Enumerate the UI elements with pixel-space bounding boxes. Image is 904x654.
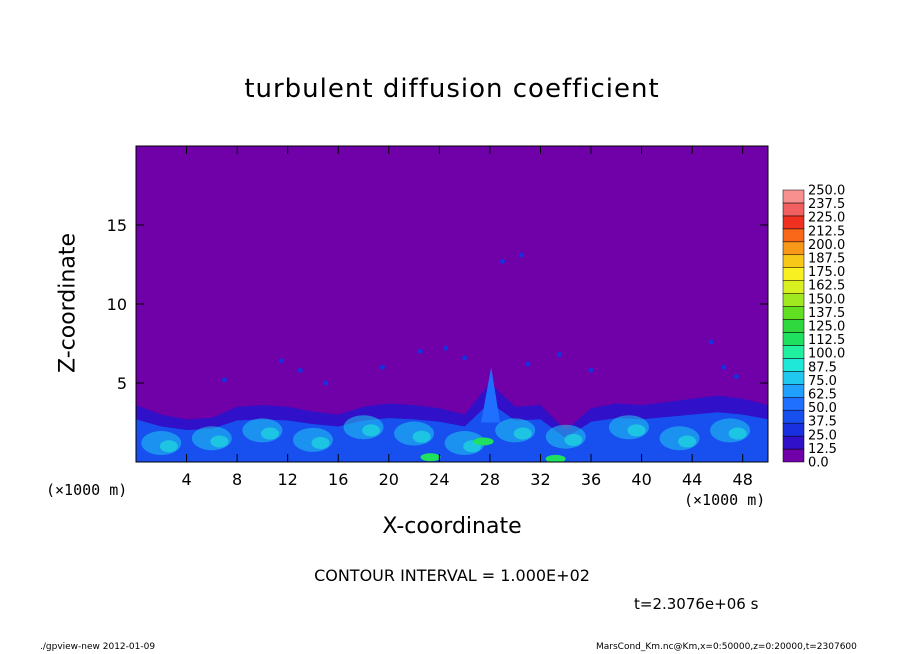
eddy-core-mark [728,427,747,440]
colorbar-label: 12.5 [808,442,837,457]
eddy-core-mark [159,440,178,453]
blob-mark [443,345,449,351]
colorbar-swatch [782,241,805,256]
x-tick-label: 8 [232,470,242,489]
eddy-core-mark [210,435,229,448]
colorbar-swatch [782,422,805,437]
x-tick-label: 32 [530,470,550,489]
colorbar-swatch [782,332,805,346]
y-tick-label: 5 [117,374,127,393]
blob-mark [297,367,303,373]
eddy-core-mark [412,430,431,443]
colorbar-swatch [782,371,805,385]
eddy-core-mark [564,433,583,446]
x-tick-label: 40 [631,470,651,489]
x-tick-label: 44 [682,470,702,489]
colorbar-swatch [782,396,805,411]
colorbar-swatch [782,254,805,268]
blob-mark [379,364,385,370]
blob-mark [417,348,423,354]
blob-mark [323,380,329,386]
colorbar-label: 212.5 [808,224,845,239]
x-tick-label: 12 [278,470,298,489]
colorbar-swatch [782,448,805,463]
x-tick-label: 20 [379,470,399,489]
plume-mark [481,367,501,423]
y-axis-unit: (×1000 m) [46,481,128,499]
blob-mark [556,352,562,358]
y-tick-label: 15 [107,216,127,235]
chart-title: turbulent diffusion coefficient [244,74,660,104]
colorbar-swatch [782,358,805,372]
eddy-core-mark [362,424,381,437]
blob-mark [462,355,468,361]
x-axis-unit: (×1000 m) [684,491,766,509]
eddy-core-mark [311,437,330,450]
colorbar-label: 75.0 [808,374,837,389]
colorbar-label: 62.5 [808,388,837,403]
blob-mark [588,367,594,373]
x-tick-label: 4 [181,470,191,489]
colorbar-swatch [782,345,805,359]
colorbar-label: 225.0 [808,211,845,226]
colorbar-label: 0.0 [808,456,829,471]
colorbar-label: 25.0 [808,428,837,443]
colorbar-swatch [782,189,805,204]
x-tick-label: 24 [429,470,449,489]
colorbar-swatch [782,384,805,398]
eddy-core-mark [627,424,646,437]
blob-mark [221,377,227,383]
high-value-patch [420,453,441,462]
x-tick-label: 48 [733,470,753,489]
colorbar-label: 125.0 [808,320,845,335]
colorbar-label: 100.0 [808,347,845,362]
y-axis-label: Z-coordinate [55,233,81,373]
blob-mark [721,364,727,370]
colorbar-label: 137.5 [808,306,845,321]
colorbar-label: 87.5 [808,360,837,375]
footer-right: MarsCond_Km.nc@Km,x=0:50000,z=0:20000,t=… [596,642,857,652]
x-tick-label: 36 [581,470,601,489]
blob-mark [525,361,531,367]
x-axis-label: X-coordinate [382,514,522,539]
colorbar-label: 50.0 [808,401,837,416]
eddy-core-mark [678,435,697,448]
eddy-core-mark [513,427,532,440]
colorbar-swatch [782,435,805,450]
footer-left: ./gpview-new 2012-01-09 [40,642,156,652]
colorbar-label: 112.5 [808,333,845,348]
colorbar-label: 200.0 [808,238,845,253]
colorbar-label: 150.0 [808,292,845,307]
blob-mark [278,358,284,364]
contour-interval-label: CONTOUR INTERVAL = 1.000E+02 [314,566,590,585]
colorbar-label: 175.0 [808,265,845,280]
colorbar-swatch [782,228,805,243]
blob-mark [519,252,525,258]
colorbar-label: 37.5 [808,415,837,430]
colorbar-label: 237.5 [808,197,845,212]
high-value-patch [545,454,566,462]
colorbar-label: 250.0 [808,184,845,199]
colorbar-swatch [782,267,805,281]
y-tick-label: 10 [107,295,127,314]
blob-mark [708,339,714,345]
colorbar-label: 162.5 [808,279,845,294]
eddy-core-mark [260,427,279,440]
blob-mark [733,374,739,380]
x-tick-label: 16 [328,470,348,489]
colorbar-label: 187.5 [808,252,845,267]
high-value-patch [473,437,494,446]
colorbar-swatch [782,280,805,294]
colorbar-swatch [782,293,805,307]
x-tick-label: 28 [480,470,500,489]
colorbar-swatch [782,202,805,217]
colorbar-swatch [782,409,805,424]
blob-mark [500,258,506,264]
colorbar-swatch [782,319,805,333]
colorbar-swatch [782,306,805,320]
boundary-layer-inner [136,402,768,462]
colorbar-swatch [782,215,805,230]
time-label: t=2.3076e+06 s [634,595,759,613]
